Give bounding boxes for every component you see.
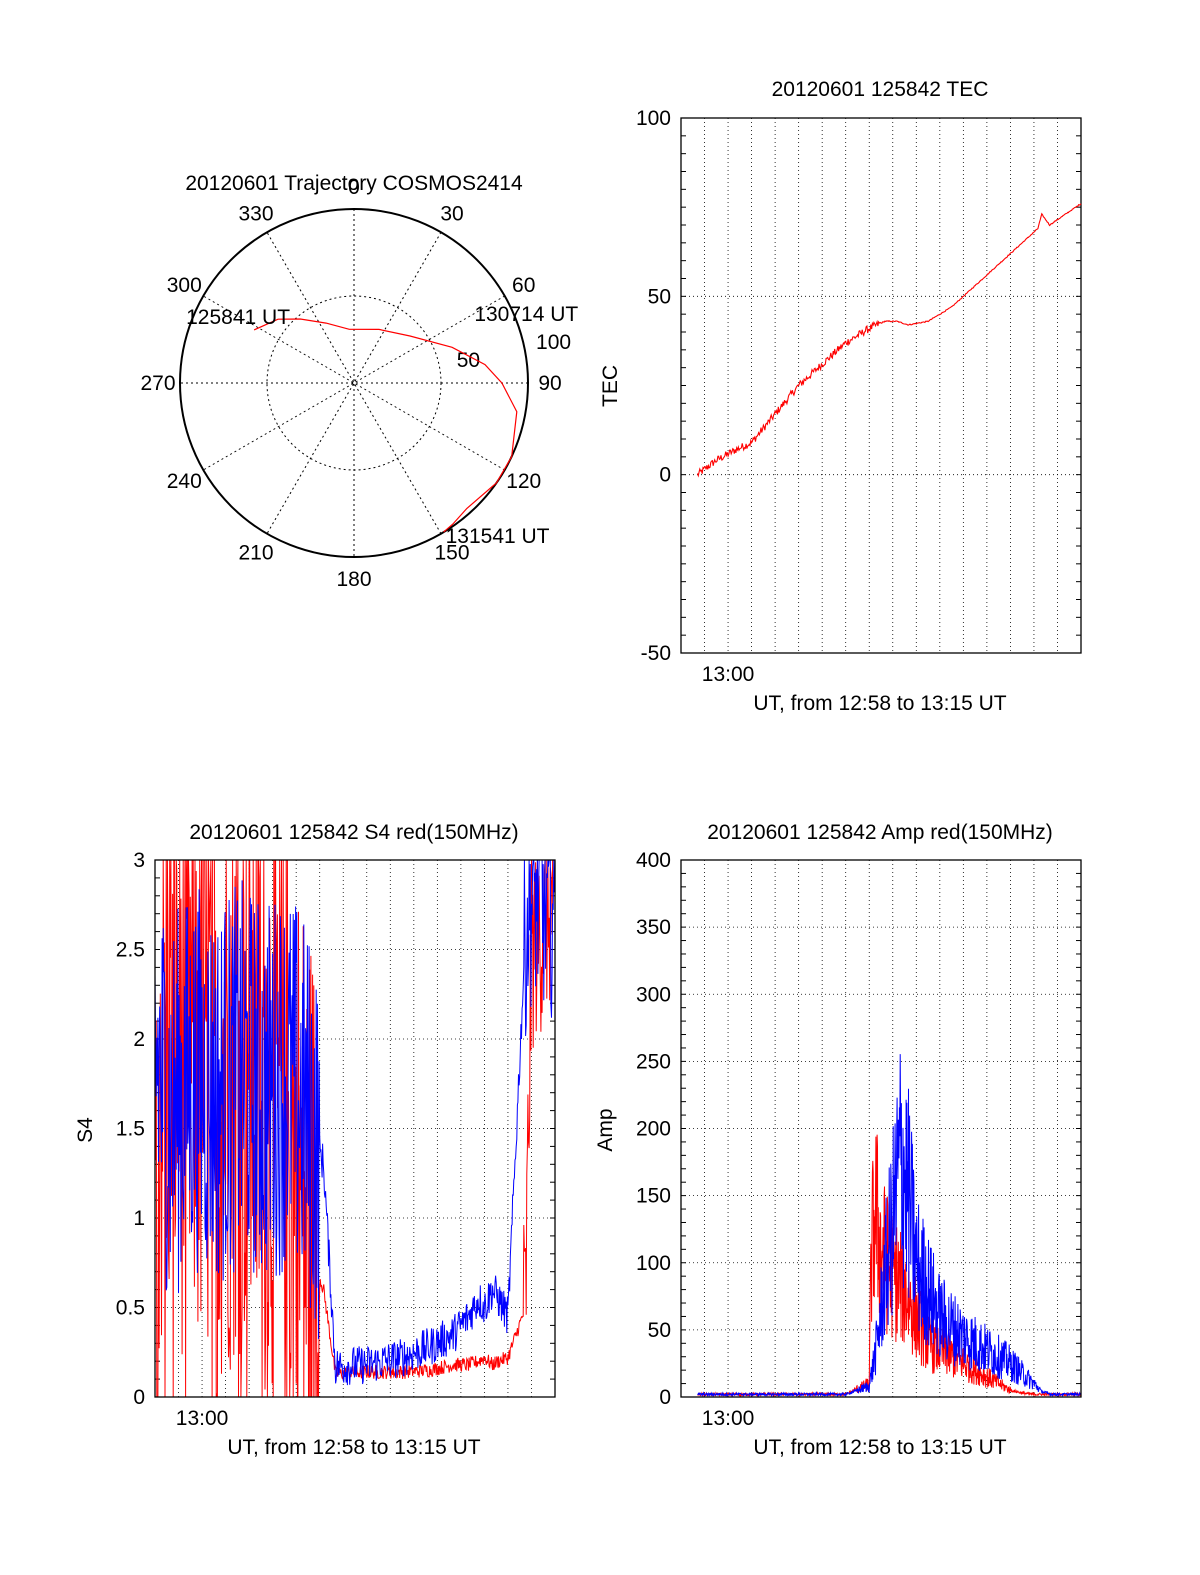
amp-grid	[681, 859, 1081, 1398]
polar-angle-label: 120	[506, 470, 541, 493]
polar-radius-label: 50	[457, 349, 480, 372]
tec-y-tick-label: 100	[636, 107, 671, 130]
amp-panel: 20120601 125842 Amp red(150MHz) 0 50 100 15…	[594, 821, 1082, 1459]
polar-angle-label: 60	[512, 274, 535, 297]
amp-y-tick-labels: 0 50 100 150 200 250 300 350 400	[636, 849, 671, 1409]
polar-angle-label: 240	[167, 470, 202, 493]
tec-y-tick-labels: -50 0 50 100	[636, 107, 671, 665]
tec-y-tick-label: 0	[659, 464, 671, 487]
tec-title: 20120601 125842 TEC	[772, 78, 989, 101]
polar-radius-label: 100	[536, 331, 571, 354]
amp-y-tick-label: 50	[648, 1319, 671, 1342]
amp-ylabel: Amp	[594, 1108, 617, 1151]
s4-y-tick-label: 1	[133, 1207, 145, 1230]
tec-x-tick-labels: 13:00	[702, 663, 755, 686]
polar-angle-label: 300	[167, 274, 202, 297]
tec-series-line-0	[696, 203, 1082, 478]
polar-spoke	[266, 232, 442, 534]
tec-y-tick-label: 50	[648, 285, 671, 308]
amp-x-tick-label: 13:00	[702, 1407, 755, 1430]
s4-y-tick-label: 0.5	[116, 1297, 145, 1320]
tec-ylabel: TEC	[599, 365, 622, 407]
s4-series	[154, 859, 556, 1398]
amp-y-tick-label: 200	[636, 1118, 671, 1141]
polar-annotation: 131541 UT	[446, 525, 550, 548]
polar-angle-label: 0	[348, 176, 360, 199]
polar-annotation: 130714 UT	[474, 303, 578, 326]
amp-title: 20120601 125842 Amp red(150MHz)	[707, 821, 1053, 844]
polar-angle-labels: 0 30 60 90 120 150 180 210 240 270 300 330	[140, 176, 561, 591]
polar-trajectory-panel: 20120601 Trajectory COSMOS2414 030609012…	[140, 172, 578, 591]
polar-angle-label: 150	[434, 542, 469, 565]
s4-y-tick-label: 1.5	[116, 1118, 145, 1141]
polar-angle-label: 30	[440, 202, 463, 225]
polar-annotations: 125841 UT 130714 UT 131541 UT	[186, 303, 578, 548]
polar-angle-label: 180	[336, 568, 371, 591]
tec-series	[696, 203, 1082, 478]
polar-grid-circle	[266, 295, 442, 471]
amp-plot-frame	[680, 859, 1082, 1398]
s4-xlabel: UT, from 12:58 to 13:15 UT	[227, 1436, 480, 1459]
polar-spoke	[266, 232, 442, 534]
s4-y-tick-labels: 0 0.5 1 1.5 2 2.5 3	[116, 849, 145, 1409]
amp-y-tick-label: 400	[636, 849, 671, 872]
s4-y-tick-label: 2.5	[116, 939, 145, 962]
s4-panel: 20120601 125842 S4 red(150MHz) 0 0.5 1 1.5 2…	[74, 821, 556, 1459]
tec-grid	[681, 117, 1081, 654]
tec-y-tick-label: -50	[641, 642, 671, 665]
polar-spokes	[180, 209, 528, 557]
amp-series-line-1	[697, 1054, 1082, 1398]
amp-series	[697, 1054, 1082, 1398]
s4-plot-frame	[154, 859, 556, 1398]
polar-angle-label: 270	[140, 372, 175, 395]
s4-series-line-1	[154, 859, 556, 1386]
tec-xlabel: UT, from 12:58 to 13:15 UT	[753, 692, 1006, 715]
s4-title: 20120601 125842 S4 red(150MHz)	[189, 821, 518, 844]
polar-annotation: 125841 UT	[186, 306, 290, 329]
amp-y-tick-label: 300	[636, 983, 671, 1006]
polar-angle-label: 330	[238, 202, 273, 225]
polar-angle-label: 210	[238, 542, 273, 565]
tec-x-tick-label: 13:00	[702, 663, 755, 686]
amp-xlabel: UT, from 12:58 to 13:15 UT	[753, 1436, 1006, 1459]
amp-y-tick-label: 150	[636, 1185, 671, 1208]
amp-y-tick-label: 350	[636, 916, 671, 939]
tec-plot-frame	[680, 117, 1082, 654]
amp-x-tick-labels: 13:00	[702, 1407, 755, 1430]
s4-y-tick-label: 2	[133, 1028, 145, 1051]
amp-y-tick-label: 250	[636, 1050, 671, 1073]
s4-y-tick-label: 3	[133, 849, 145, 872]
s4-x-tick-label: 13:00	[176, 1407, 229, 1430]
amp-y-tick-label: 100	[636, 1252, 671, 1275]
amp-y-tick-label: 0	[659, 1386, 671, 1409]
polar-radius-labels: 50 100	[457, 331, 571, 372]
polar-trajectory-line	[253, 318, 518, 533]
polar-angle-label: 90	[538, 372, 561, 395]
s4-y-tick-label: 0	[133, 1386, 145, 1409]
polar-title: 20120601 Trajectory COSMOS2414	[185, 172, 523, 195]
s4-x-tick-labels: 13:00	[176, 1407, 229, 1430]
s4-ylabel: S4	[74, 1117, 97, 1143]
